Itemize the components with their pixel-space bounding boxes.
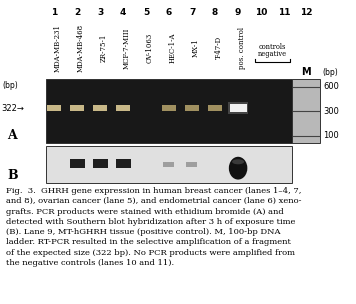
Text: OV-1063: OV-1063	[146, 33, 154, 63]
Text: controls: controls	[259, 43, 286, 51]
Bar	[70, 105, 84, 111]
Text: negative: negative	[258, 50, 287, 58]
Text: 300: 300	[323, 107, 339, 116]
Text: (bp): (bp)	[3, 81, 19, 90]
Text: 100: 100	[323, 131, 339, 140]
Bar	[46, 146, 292, 183]
Text: 600: 600	[323, 82, 339, 91]
Text: 3: 3	[97, 8, 103, 17]
Bar	[208, 105, 222, 111]
Bar	[70, 159, 85, 168]
Text: M: M	[301, 67, 311, 77]
Bar	[163, 162, 174, 167]
Text: 322→: 322→	[2, 104, 25, 112]
Bar	[116, 159, 131, 168]
Text: 6: 6	[166, 8, 172, 17]
Bar	[230, 104, 247, 112]
Text: Fig.  3.  GHRH gene expression in human breast cancer (lanes 1–4, 7,
and 8), ova: Fig. 3. GHRH gene expression in human br…	[6, 187, 302, 267]
Text: 2: 2	[74, 8, 80, 17]
Text: 12: 12	[300, 8, 313, 17]
Text: 1: 1	[51, 8, 57, 17]
Text: MX-1: MX-1	[192, 39, 200, 57]
Text: 10: 10	[255, 8, 267, 17]
Text: 7: 7	[189, 8, 195, 17]
Bar	[93, 159, 108, 168]
Bar	[292, 79, 320, 143]
Bar	[46, 79, 292, 143]
Bar	[186, 162, 197, 167]
Ellipse shape	[229, 157, 247, 180]
Text: 9: 9	[235, 8, 241, 17]
Text: pos. control: pos. control	[238, 27, 246, 69]
Ellipse shape	[232, 159, 244, 164]
Bar	[228, 102, 248, 114]
Text: ZR-75-1: ZR-75-1	[100, 34, 108, 62]
Text: (bp): (bp)	[322, 68, 338, 77]
Text: 8: 8	[212, 8, 218, 17]
Bar	[116, 105, 130, 111]
Text: A: A	[7, 129, 17, 142]
Text: MCF-7-MIII: MCF-7-MIII	[123, 27, 131, 69]
Text: 11: 11	[278, 8, 290, 17]
Text: 4: 4	[120, 8, 126, 17]
Bar	[162, 105, 176, 111]
Text: 5: 5	[143, 8, 149, 17]
Bar	[185, 105, 199, 111]
Text: MDA-MB-468: MDA-MB-468	[77, 24, 85, 72]
Bar	[93, 105, 107, 111]
Text: HEC-1-A: HEC-1-A	[169, 33, 177, 63]
Bar	[47, 105, 61, 111]
Text: MDA-MB-231: MDA-MB-231	[54, 24, 62, 72]
Text: B: B	[7, 169, 18, 182]
Text: T-47-D: T-47-D	[215, 36, 223, 60]
